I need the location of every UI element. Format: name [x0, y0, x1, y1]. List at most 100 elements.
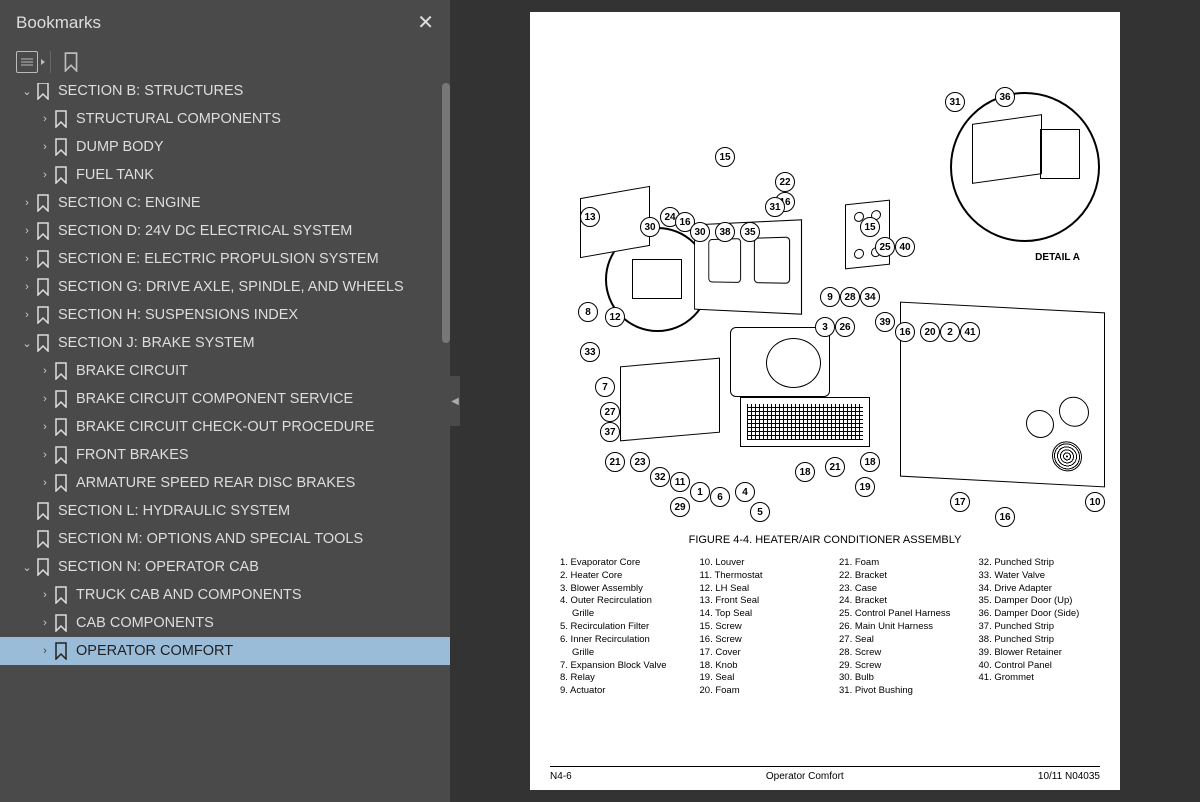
parts-column: 1. Evaporator Core2. Heater Core3. Blowe…: [560, 557, 682, 698]
chevron-icon[interactable]: ⌄: [18, 337, 36, 350]
chevron-icon[interactable]: ⌄: [18, 561, 36, 574]
callout-40: 40: [895, 237, 915, 257]
bookmark-icon: [54, 362, 68, 380]
chevron-icon[interactable]: ›: [36, 365, 54, 377]
part-entry: 10. Louver: [700, 557, 822, 570]
callout-30: 30: [690, 222, 710, 242]
callout-9: 9: [820, 287, 840, 307]
part-entry: 32. Punched Strip: [979, 557, 1101, 570]
chevron-icon[interactable]: ›: [18, 309, 36, 321]
callout-15: 15: [860, 217, 880, 237]
page-footer: N4-6 Operator Comfort 10/11 N04035: [550, 766, 1100, 782]
callout-13: 13: [580, 207, 600, 227]
bookmark-item[interactable]: ›SECTION H: SUSPENSIONS INDEX: [0, 301, 450, 329]
part-entry: 29. Screw: [839, 660, 961, 673]
bookmark-tree[interactable]: ⌄ SECTION B: STRUCTURES › STRUCTURAL COMPON…: [0, 83, 450, 802]
bookmark-icon: [36, 222, 50, 240]
bookmark-label: SECTION L: HYDRAULIC SYSTEM: [58, 503, 290, 519]
part-entry: 17. Cover: [700, 647, 822, 660]
chevron-icon[interactable]: ›: [36, 141, 54, 153]
bookmark-item[interactable]: › STRUCTURAL COMPONENTS: [0, 105, 450, 133]
bookmark-label: BRAKE CIRCUIT COMPONENT SERVICE: [76, 391, 353, 407]
callout-11: 11: [670, 472, 690, 492]
part-entry: 19. Seal: [700, 672, 822, 685]
part-entry: 39. Blower Retainer: [979, 647, 1101, 660]
chevron-icon[interactable]: ›: [18, 225, 36, 237]
chevron-icon[interactable]: ›: [18, 253, 36, 265]
bookmark-item[interactable]: ⌄SECTION N: OPERATOR CAB: [0, 553, 450, 581]
bookmark-item[interactable]: › CAB COMPONENTS: [0, 609, 450, 637]
chevron-icon[interactable]: ›: [36, 477, 54, 489]
bookmark-label: STRUCTURAL COMPONENTS: [76, 111, 281, 127]
options-icon[interactable]: [16, 51, 38, 73]
part-entry: 40. Control Panel: [979, 660, 1101, 673]
bookmark-icon: [54, 474, 68, 492]
callout-22: 22: [775, 172, 795, 192]
bookmark-label: CAB COMPONENTS: [76, 615, 214, 631]
chevron-icon[interactable]: ›: [36, 617, 54, 629]
bookmark-item[interactable]: › BRAKE CIRCUIT COMPONENT SERVICE: [0, 385, 450, 413]
callout-32: 32: [650, 467, 670, 487]
bookmark-item[interactable]: ›SECTION E: ELECTRIC PROPULSION SYSTEM: [0, 245, 450, 273]
chevron-icon[interactable]: ⌄: [18, 85, 36, 98]
part-entry: 37. Punched Strip: [979, 621, 1101, 634]
close-icon[interactable]: ✕: [417, 10, 434, 35]
bookmark-ribbon-icon[interactable]: [63, 52, 79, 72]
parts-column: 10. Louver11. Thermostat12. LH Seal13. F…: [700, 557, 822, 698]
chevron-icon[interactable]: ›: [36, 421, 54, 433]
callout-6: 6: [710, 487, 730, 507]
part-entry: 33. Water Valve: [979, 570, 1101, 583]
callout-20: 20: [920, 322, 940, 342]
chevron-icon[interactable]: ›: [36, 393, 54, 405]
chevron-icon[interactable]: ›: [36, 645, 54, 657]
chevron-icon[interactable]: ›: [36, 113, 54, 125]
bookmark-item[interactable]: › FUEL TANK: [0, 161, 450, 189]
scrollbar-thumb[interactable]: [442, 83, 450, 343]
part-entry: 30. Bulb: [839, 672, 961, 685]
bookmark-item[interactable]: ›BRAKE CIRCUIT CHECK-OUT PROCEDURE: [0, 413, 450, 441]
part-entry: 12. LH Seal: [700, 583, 822, 596]
callout-21: 21: [605, 452, 625, 472]
bookmark-item[interactable]: ›TRUCK CAB AND COMPONENTS: [0, 581, 450, 609]
lower-unit-shape: [620, 358, 720, 442]
bookmark-icon: [36, 278, 50, 296]
bookmark-item[interactable]: SECTION M: OPTIONS AND SPECIAL TOOLS: [0, 525, 450, 553]
chevron-icon[interactable]: ›: [36, 449, 54, 461]
callout-7: 7: [595, 377, 615, 397]
part-entry: 14. Top Seal: [700, 608, 822, 621]
bookmark-item[interactable]: ›SECTION C: ENGINE: [0, 189, 450, 217]
collapse-handle[interactable]: ◀: [450, 376, 460, 426]
bookmark-icon: [36, 194, 50, 212]
bookmark-label: BRAKE CIRCUIT: [76, 363, 188, 379]
bookmark-item[interactable]: ›OPERATOR COMFORT: [0, 637, 450, 665]
callout-10: 10: [1085, 492, 1105, 512]
bookmark-item[interactable]: ›ARMATURE SPEED REAR DISC BRAKES: [0, 469, 450, 497]
bookmark-icon: [54, 166, 68, 184]
callout-4: 4: [735, 482, 755, 502]
chevron-icon[interactable]: ›: [18, 197, 36, 209]
callout-39: 39: [875, 312, 895, 332]
part-entry: 31. Pivot Bushing: [839, 685, 961, 698]
callout-37: 37: [600, 422, 620, 442]
bookmark-item[interactable]: ›FRONT BRAKES: [0, 441, 450, 469]
bookmark-item[interactable]: ›SECTION G: DRIVE AXLE, SPINDLE, AND WHE…: [0, 273, 450, 301]
chevron-icon[interactable]: ›: [36, 169, 54, 181]
chevron-icon[interactable]: ›: [18, 281, 36, 293]
part-entry: 28. Screw: [839, 647, 961, 660]
bookmark-item[interactable]: ⌄ SECTION B: STRUCTURES: [0, 83, 450, 105]
bookmark-item[interactable]: › BRAKE CIRCUIT: [0, 357, 450, 385]
callout-16: 16: [995, 507, 1015, 527]
bookmark-item[interactable]: SECTION L: HYDRAULIC SYSTEM: [0, 497, 450, 525]
chevron-icon[interactable]: ›: [36, 589, 54, 601]
part-entry: 25. Control Panel Harness: [839, 608, 961, 621]
part-entry: 18. Knob: [700, 660, 822, 673]
bookmark-item[interactable]: ›DUMP BODY: [0, 133, 450, 161]
part-entry: 22. Bracket: [839, 570, 961, 583]
assembly-diagram: DETAIL A: [550, 52, 1110, 522]
parts-column: 32. Punched Strip33. Water Valve34. Driv…: [979, 557, 1101, 698]
bookmark-label: SECTION B: STRUCTURES: [58, 83, 243, 99]
callout-19: 19: [855, 477, 875, 497]
bookmark-item[interactable]: ›SECTION D: 24V DC ELECTRICAL SYSTEM: [0, 217, 450, 245]
bookmark-label: FUEL TANK: [76, 167, 154, 183]
bookmark-item[interactable]: ⌄SECTION J: BRAKE SYSTEM: [0, 329, 450, 357]
